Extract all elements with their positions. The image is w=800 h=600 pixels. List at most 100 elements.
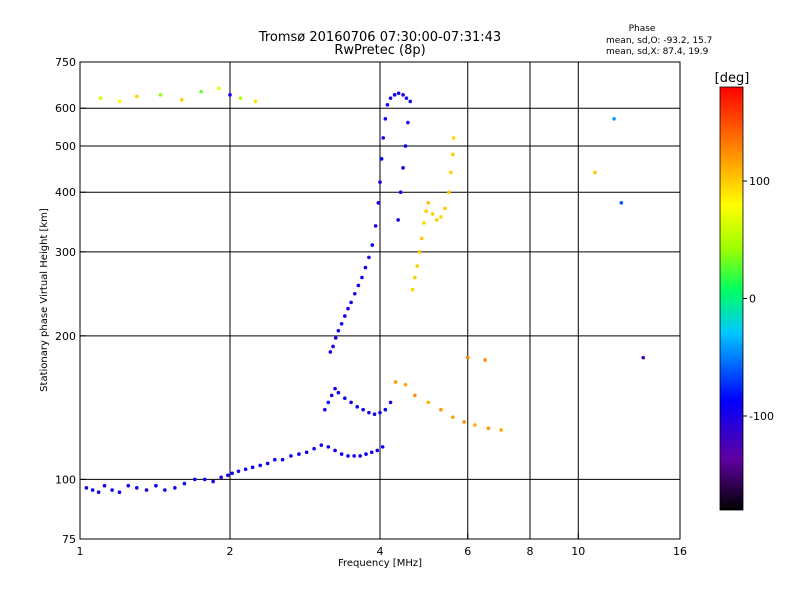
data-point <box>144 488 149 492</box>
plot-area: 1 2 4 6 8 10 16 75 100 200 300 400 500 600 750 <box>55 56 687 558</box>
data-point <box>447 190 451 195</box>
data-point <box>451 415 455 420</box>
data-point <box>211 479 215 484</box>
data-point <box>451 136 456 140</box>
data-point <box>378 410 382 415</box>
colorbar-tick-label: -100 <box>749 410 774 423</box>
data-point <box>117 490 122 495</box>
data-point <box>329 393 334 398</box>
data-point <box>449 170 453 175</box>
data-point <box>430 212 435 216</box>
data-point <box>84 486 89 490</box>
data-point <box>356 283 361 288</box>
data-point <box>408 99 413 104</box>
data-point <box>361 407 365 412</box>
data-point <box>336 328 341 333</box>
data-point <box>352 291 357 296</box>
data-point <box>439 407 443 412</box>
phase-stats-o: mean, sd,O: -93.2, 15.7 <box>606 36 712 46</box>
data-point <box>265 461 270 466</box>
data-point <box>326 400 331 405</box>
data-point <box>199 89 203 94</box>
data-point <box>396 91 401 96</box>
data-point <box>339 452 344 456</box>
data-point <box>499 428 503 432</box>
data-point <box>406 120 410 125</box>
colorbar-gradient <box>719 86 744 511</box>
data-point <box>238 96 243 100</box>
data-point <box>370 243 375 247</box>
data-point <box>236 469 241 474</box>
gridlines <box>80 62 680 539</box>
data-point <box>163 488 167 492</box>
phase-stats-heading: Phase <box>629 24 656 34</box>
x-tick-label: 1 <box>77 545 84 558</box>
colorbar-ticks: 100 0 -100 <box>743 175 774 423</box>
data-point <box>90 488 95 492</box>
x-tick-label: 6 <box>464 545 471 558</box>
colorbar-tick-label: 100 <box>749 175 770 188</box>
data-point <box>403 382 408 387</box>
data-point <box>326 445 331 449</box>
data-point <box>413 393 417 398</box>
data-point <box>98 96 103 100</box>
y-tick-label: 200 <box>55 330 76 343</box>
data-point <box>134 94 139 99</box>
data-point <box>388 400 393 405</box>
data-point <box>375 448 380 453</box>
y-tick-label: 75 <box>62 533 76 546</box>
data-point <box>398 190 403 195</box>
colorbar-label: [deg] <box>715 71 750 86</box>
data-point <box>396 218 400 222</box>
data-point <box>250 465 255 470</box>
data-point <box>641 355 646 360</box>
data-point <box>413 275 417 280</box>
data-point <box>593 170 597 175</box>
data-point <box>415 264 419 268</box>
data-point <box>110 488 114 492</box>
data-point <box>323 407 327 412</box>
y-tick-label: 500 <box>55 140 76 153</box>
y-axis-label: Stationary phase Virtual Height [km] <box>39 208 50 392</box>
data-point <box>346 306 350 311</box>
data-point <box>349 300 353 305</box>
y-tick-label: 750 <box>55 56 76 69</box>
chart-subtitle: RwPretec (8p) <box>334 43 425 58</box>
data-point <box>360 275 364 280</box>
data-point <box>401 93 405 97</box>
data-point <box>333 386 337 391</box>
data-point <box>363 265 368 270</box>
data-point <box>349 400 353 405</box>
data-point <box>426 201 431 205</box>
data-point <box>102 483 107 488</box>
chart-title: Tromsø 20160706 07:30:00-07:31:43 <box>258 30 501 45</box>
data-point <box>376 201 381 205</box>
data-point <box>388 96 393 100</box>
data-point <box>403 144 408 148</box>
data-point <box>280 457 285 462</box>
data-point <box>217 86 221 91</box>
data-point <box>331 344 335 349</box>
data-point <box>434 218 439 222</box>
data-point <box>443 206 447 211</box>
data-point <box>182 481 187 486</box>
x-tick-label: 10 <box>571 545 585 558</box>
data-point <box>419 236 424 241</box>
data-point <box>410 287 415 292</box>
data-point <box>404 96 409 100</box>
data-point <box>378 180 382 184</box>
data-point <box>304 450 309 455</box>
colorbar-tick-label: 0 <box>749 293 756 306</box>
data-point <box>424 209 428 213</box>
x-axis-label: Frequency [MHz] <box>338 558 422 569</box>
y-tick-label: 600 <box>55 102 76 115</box>
data-point <box>134 486 139 490</box>
data-point <box>117 99 122 104</box>
data-point <box>369 450 374 455</box>
phase-stats-x: mean, sd,X: 87.4, 19.9 <box>606 47 709 57</box>
data-point <box>319 443 324 447</box>
data-points <box>84 86 646 495</box>
data-point <box>401 166 405 170</box>
x-tick-label: 8 <box>527 545 534 558</box>
